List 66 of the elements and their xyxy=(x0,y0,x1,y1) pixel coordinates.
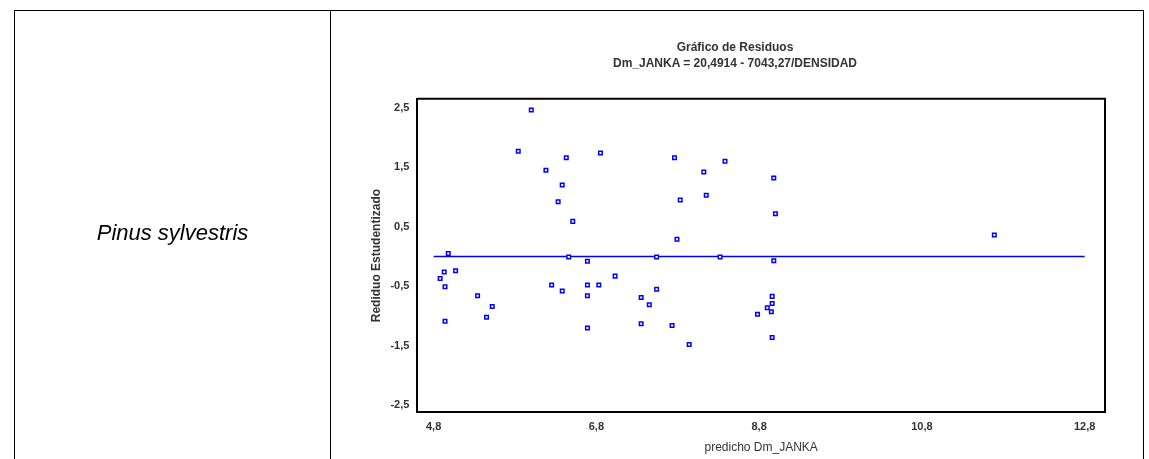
point xyxy=(584,258,590,264)
point xyxy=(755,311,761,317)
point xyxy=(772,211,778,217)
point xyxy=(654,254,660,260)
point xyxy=(475,293,481,299)
point xyxy=(543,167,549,173)
point xyxy=(442,284,448,290)
y-axis-title: Rediduo Estudentizado xyxy=(368,188,383,323)
point xyxy=(646,302,652,308)
x-axis-title: predicho Dm_JANKA xyxy=(704,440,818,455)
point xyxy=(584,293,590,299)
x-tick-label: 8,8 xyxy=(751,420,767,433)
point xyxy=(654,286,660,292)
point xyxy=(484,314,490,320)
point xyxy=(597,150,603,156)
point xyxy=(771,258,777,264)
point xyxy=(769,293,775,299)
point xyxy=(768,309,774,315)
point xyxy=(638,295,644,301)
point xyxy=(764,305,770,311)
point xyxy=(669,323,675,329)
point xyxy=(445,251,451,257)
point xyxy=(771,175,777,181)
y-tick-label: 0,5 xyxy=(394,219,410,232)
point xyxy=(489,303,495,309)
point xyxy=(686,342,692,348)
point xyxy=(671,155,678,161)
point xyxy=(769,300,775,307)
point xyxy=(596,282,602,288)
x-tick-label: 10,8 xyxy=(911,420,933,433)
point xyxy=(584,325,590,331)
point xyxy=(555,199,561,205)
point xyxy=(563,155,569,161)
point xyxy=(701,169,707,175)
point xyxy=(442,318,448,324)
x-tick-label: 6,8 xyxy=(588,420,605,433)
chart-subtitle: Dm_JANKA = 20,4914 - 7043,27/DENSIDAD xyxy=(612,55,858,70)
point xyxy=(717,254,723,260)
point xyxy=(991,232,997,238)
point xyxy=(441,269,447,275)
point xyxy=(769,334,775,340)
point xyxy=(722,158,728,164)
x-tick-label: 12,8 xyxy=(1073,420,1096,433)
point xyxy=(612,273,618,279)
y-tick-label: -2,5 xyxy=(390,398,410,411)
point xyxy=(437,275,443,282)
point xyxy=(570,218,576,224)
point xyxy=(549,282,555,288)
x-tick-label: 4,8 xyxy=(425,420,442,433)
point xyxy=(566,254,572,260)
y-tick-label: 1,5 xyxy=(394,160,410,173)
point xyxy=(584,282,590,288)
point xyxy=(677,197,683,203)
point xyxy=(559,182,565,188)
y-tick-label: -0,5 xyxy=(390,279,410,292)
point xyxy=(559,288,565,294)
chart-title: Gráfico de Residuos xyxy=(676,39,794,54)
text: Pinus sylvestris xyxy=(95,220,250,246)
point xyxy=(674,236,680,242)
point xyxy=(515,148,521,154)
point xyxy=(528,107,534,113)
point xyxy=(638,321,644,327)
y-tick-label: 2,5 xyxy=(394,100,410,113)
point xyxy=(453,268,459,274)
y-tick-label: -1,5 xyxy=(390,338,410,351)
point xyxy=(703,192,709,198)
